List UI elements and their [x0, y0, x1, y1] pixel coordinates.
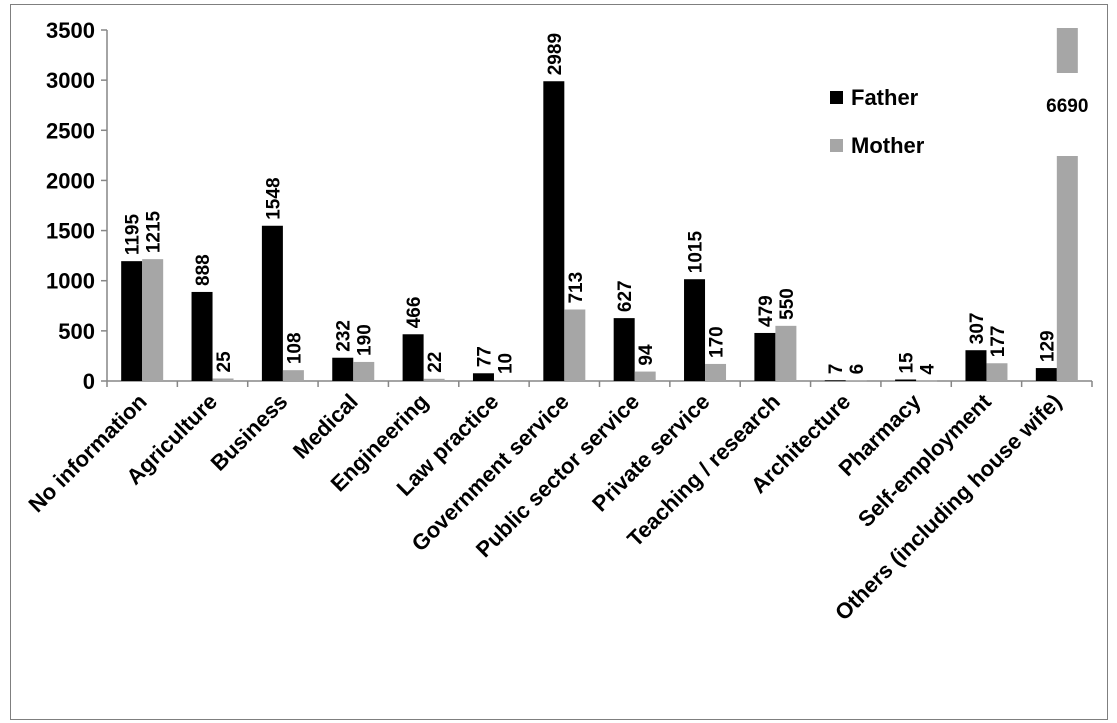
data-label-mother: 6: [847, 364, 868, 375]
data-label-father: 2989: [545, 33, 566, 75]
bar-father-others-including-house-wife: [1035, 368, 1057, 381]
y-tick-label: 500: [58, 319, 95, 344]
bar-father-business: [261, 225, 283, 381]
data-label-father: 1195: [123, 214, 144, 256]
data-label-mother: 94: [636, 344, 657, 366]
bar-mother-law-practice: [493, 379, 515, 381]
data-label-father: 129: [1037, 330, 1058, 362]
legend-label-mother: Mother: [851, 133, 925, 158]
data-label-mother: 4: [918, 364, 939, 375]
y-tick-label: 0: [83, 369, 95, 394]
y-tick-label: 3000: [46, 68, 95, 93]
bar-mother-no-information: [142, 259, 164, 381]
data-label-father: 479: [756, 295, 777, 327]
data-label-mother: 1215: [144, 210, 165, 253]
data-label-mother: 6690: [1046, 96, 1088, 117]
bar-mother-others-including-house-wife-lower: [1056, 156, 1078, 381]
bar-father-no-information: [121, 261, 143, 381]
data-label-mother: 190: [355, 324, 376, 356]
data-label-mother: 170: [707, 326, 728, 358]
bar-mother-pharmacy: [916, 380, 938, 382]
bar-mother-public-sector-service: [634, 371, 656, 381]
bar-mother-self-employment: [986, 363, 1008, 381]
data-label-mother: 25: [214, 351, 235, 373]
bar-mother-private-service: [705, 363, 727, 381]
bar-father-public-sector-service: [613, 318, 635, 381]
bar-father-pharmacy: [895, 379, 917, 381]
bar-mother-engineering: [423, 378, 445, 381]
bar-father-agriculture: [191, 291, 213, 381]
data-label-father: 888: [193, 254, 214, 286]
data-label-father: 466: [404, 297, 425, 329]
legend-label-father: Father: [851, 85, 919, 110]
legend-swatch-father: [830, 91, 843, 104]
data-label-father: 307: [967, 313, 988, 345]
data-label-mother: 713: [566, 272, 587, 304]
data-label-mother: 550: [777, 288, 798, 320]
data-label-mother: 22: [425, 352, 446, 373]
data-label-father: 7: [826, 364, 847, 375]
bar-mother-others-including-house-wife: [1056, 28, 1078, 73]
data-label-mother: 10: [495, 353, 516, 374]
bar-father-medical: [332, 357, 354, 381]
legend-swatch-mother: [830, 139, 843, 152]
bar-father-private-service: [684, 279, 706, 381]
bar-father-self-employment: [965, 350, 987, 381]
data-label-mother: 177: [988, 326, 1009, 358]
x-category-label: No information: [23, 389, 151, 517]
data-label-mother: 108: [284, 332, 305, 364]
y-tick-label: 1000: [46, 269, 95, 294]
bar-father-law-practice: [472, 373, 494, 381]
y-tick-label: 2000: [46, 168, 95, 193]
data-label-father: 627: [615, 280, 636, 312]
bar-mother-agriculture: [212, 378, 234, 381]
x-category-label: Self-employment: [853, 388, 996, 531]
bar-father-teaching-research: [754, 332, 776, 381]
bar-father-architecture: [824, 380, 846, 382]
bar-mother-architecture: [845, 380, 867, 382]
data-label-father: 1548: [263, 177, 284, 219]
bar-father-government-service: [543, 81, 565, 381]
data-label-father: 1015: [686, 231, 707, 274]
data-label-father: 77: [474, 346, 495, 367]
bar-mother-government-service: [564, 309, 586, 381]
y-tick-label: 3500: [46, 18, 95, 43]
y-tick-label: 1500: [46, 219, 95, 244]
bar-mother-teaching-research: [775, 325, 797, 381]
data-label-father: 232: [334, 320, 355, 352]
bar-mother-medical: [353, 361, 375, 381]
data-label-father: 15: [897, 352, 918, 374]
bar-father-engineering: [402, 334, 424, 381]
x-category-label: Business: [206, 389, 293, 476]
y-tick-label: 2500: [46, 118, 95, 143]
bar-mother-business: [282, 370, 304, 381]
